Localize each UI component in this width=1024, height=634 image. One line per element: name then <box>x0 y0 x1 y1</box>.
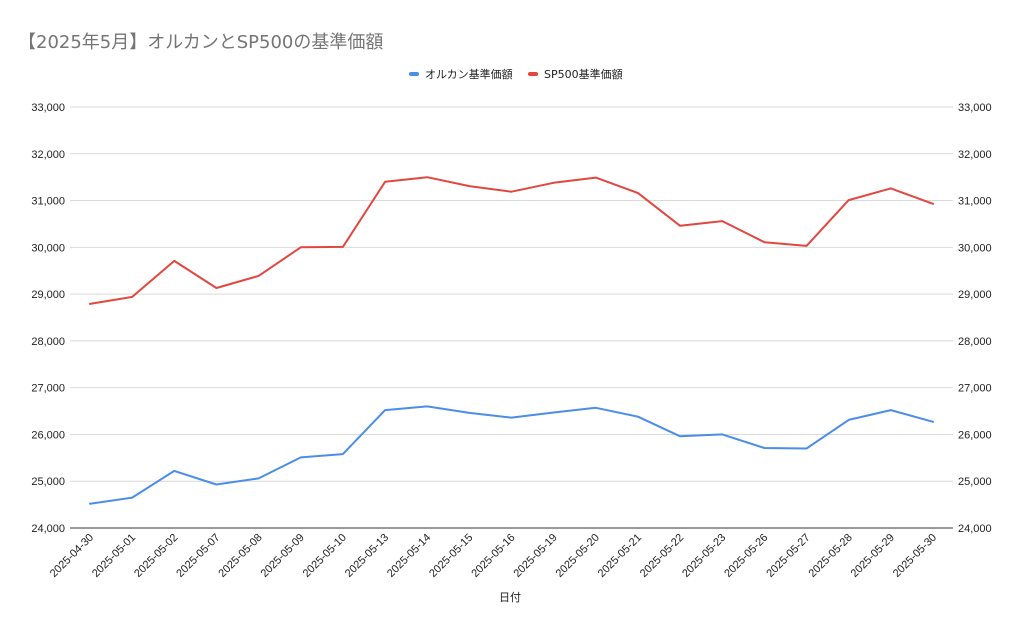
legend-swatch <box>409 72 419 76</box>
y-tick-label-right: 27,000 <box>958 383 992 395</box>
x-axis-title: 日付 <box>499 591 521 604</box>
y-tick-label-left: 27,000 <box>31 383 65 395</box>
left-y-axis-ticks: 24,000 25,000 26,000 27,000 28,000 29,000 30,0… <box>31 102 65 535</box>
series-line-1 <box>89 405 934 505</box>
y-tick-label-left: 32,000 <box>31 149 65 161</box>
x-tick-label: 2025-05-08 <box>216 532 264 580</box>
x-tick-label: 2025-05-21 <box>596 532 644 580</box>
x-axis-ticks: 2025-04-302025-05-012025-05-022025-05-07… <box>48 532 939 580</box>
x-tick-label: 2025-04-30 <box>48 532 96 580</box>
x-tick-label: 2025-05-22 <box>638 532 686 580</box>
y-tick-label-left: 33,000 <box>31 102 65 114</box>
y-tick-label-left: 29,000 <box>31 289 65 301</box>
legend: オルカン基準価額 SP500基準価額 <box>409 67 623 81</box>
series-line-2 <box>89 176 934 305</box>
x-tick-label: 2025-05-02 <box>132 532 180 580</box>
y-tick-label-left: 28,000 <box>31 336 65 348</box>
gridlines <box>70 106 953 529</box>
chart-title: 【2025年5月】オルカンとSP500の基準価額 <box>18 32 384 53</box>
x-tick-label: 2025-05-10 <box>301 532 349 580</box>
x-tick-label: 2025-05-13 <box>343 532 391 580</box>
x-tick-label: 2025-05-09 <box>259 532 307 580</box>
legend-label: SP500基準価額 <box>544 67 623 81</box>
x-tick-label: 2025-05-15 <box>427 532 475 580</box>
y-tick-label-right: 33,000 <box>958 102 992 114</box>
x-tick-label: 2025-05-28 <box>807 532 855 580</box>
y-tick-label-right: 26,000 <box>958 429 992 441</box>
y-tick-label-right: 28,000 <box>958 336 992 348</box>
y-tick-label-left: 26,000 <box>31 429 65 441</box>
right-y-axis-ticks: 24,000 25,000 26,000 27,000 28,000 29,000 30,0… <box>958 102 992 535</box>
y-tick-label-right: 29,000 <box>958 289 992 301</box>
y-tick-label-right: 25,000 <box>958 476 992 488</box>
x-tick-label: 2025-05-01 <box>90 532 138 580</box>
x-tick-label: 2025-05-14 <box>385 532 433 580</box>
series-lines <box>89 176 934 505</box>
y-tick-label-right: 24,000 <box>958 523 992 535</box>
y-tick-label-left: 30,000 <box>31 242 65 254</box>
y-tick-label-left: 24,000 <box>31 523 65 535</box>
x-tick-label: 2025-05-30 <box>891 532 939 580</box>
y-tick-label-left: 31,000 <box>31 196 65 208</box>
legend-label: オルカン基準価額 <box>425 67 513 81</box>
y-tick-label-right: 31,000 <box>958 196 992 208</box>
x-tick-label: 2025-05-26 <box>722 532 770 580</box>
x-tick-label: 2025-05-29 <box>849 532 897 580</box>
x-tick-label: 2025-05-19 <box>511 532 559 580</box>
x-tick-label: 2025-05-23 <box>680 532 728 580</box>
legend-swatch <box>528 72 538 76</box>
x-tick-label: 2025-05-16 <box>469 532 517 580</box>
y-tick-label-right: 32,000 <box>958 149 992 161</box>
y-tick-label-left: 25,000 <box>31 476 65 488</box>
x-tick-label: 2025-05-07 <box>174 532 222 580</box>
x-tick-label: 2025-05-27 <box>764 532 812 580</box>
x-tick-label: 2025-05-20 <box>554 532 602 580</box>
y-tick-label-right: 30,000 <box>958 242 992 254</box>
